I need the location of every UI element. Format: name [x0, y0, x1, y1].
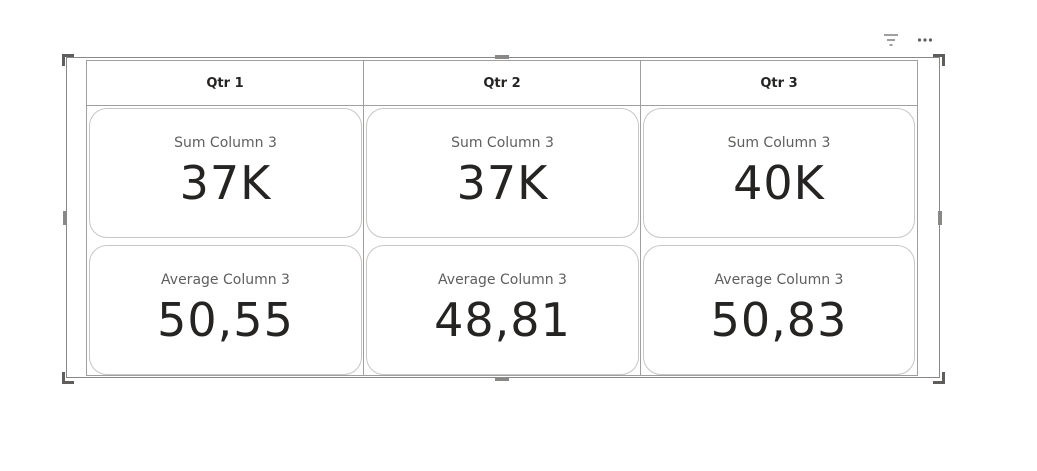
card-value: 40K	[733, 156, 825, 210]
card-value: 48,81	[434, 293, 571, 347]
column-header[interactable]: Qtr 1	[87, 61, 363, 106]
resize-handle-bottom-left[interactable]	[62, 372, 74, 384]
resize-handle-top-right[interactable]	[933, 54, 945, 66]
card-value: 37K	[456, 156, 549, 210]
kpi-card[interactable]: Sum Column 3 37K	[89, 108, 362, 238]
card-value: 50,55	[157, 293, 294, 347]
kpi-card[interactable]: Average Column 3 50,83	[643, 245, 915, 375]
card-label: Average Column 3	[714, 272, 844, 288]
matrix-column-qtr2: Qtr 2 Sum Column 3 37K Average Column 3 …	[364, 61, 641, 375]
kpi-card[interactable]: Sum Column 3 40K	[643, 108, 915, 238]
matrix-column-qtr1: Qtr 1 Sum Column 3 37K Average Column 3 …	[87, 61, 364, 375]
matrix-column-qtr3: Qtr 3 Sum Column 3 40K Average Column 3 …	[641, 61, 917, 375]
kpi-card[interactable]: Average Column 3 50,55	[89, 245, 362, 375]
card-value: 50,83	[710, 293, 848, 347]
card-label: Sum Column 3	[174, 135, 277, 151]
card-label: Sum Column 3	[727, 135, 831, 151]
card-label: Average Column 3	[438, 272, 567, 288]
resize-handle-top-left[interactable]	[62, 54, 74, 66]
resize-handle-top[interactable]	[495, 55, 509, 59]
more-options-icon[interactable]	[914, 30, 936, 50]
resize-handle-bottom-right[interactable]	[933, 372, 945, 384]
card-value: 37K	[179, 156, 272, 210]
filter-icon[interactable]	[880, 30, 902, 50]
card-matrix: Qtr 1 Sum Column 3 37K Average Column 3 …	[86, 60, 918, 376]
card-label: Average Column 3	[161, 272, 290, 288]
column-header[interactable]: Qtr 2	[364, 61, 640, 106]
resize-handle-right[interactable]	[938, 211, 942, 225]
kpi-card[interactable]: Average Column 3 48,81	[366, 245, 639, 375]
resize-handle-bottom[interactable]	[495, 377, 509, 381]
column-header[interactable]: Qtr 3	[641, 61, 917, 106]
resize-handle-left[interactable]	[63, 211, 67, 225]
card-label: Sum Column 3	[451, 135, 554, 151]
kpi-card[interactable]: Sum Column 3 37K	[366, 108, 639, 238]
